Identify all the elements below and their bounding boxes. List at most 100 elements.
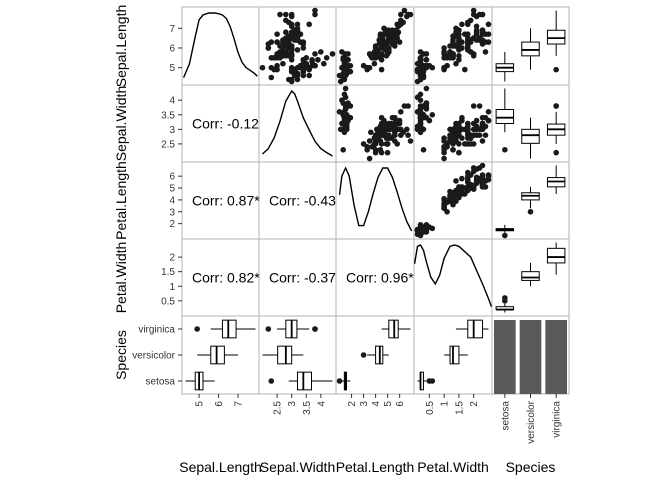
boxplot-outlier <box>553 66 559 73</box>
scatter-point <box>341 126 348 133</box>
scatter-point <box>342 106 349 112</box>
scatter-point <box>470 168 477 175</box>
scatter-point <box>479 114 486 121</box>
boxplot-h-versicolor-sepal-width <box>262 345 304 365</box>
bar-setosa <box>494 320 516 394</box>
density-curve-petal-length <box>338 166 413 232</box>
scatter-point <box>485 172 492 178</box>
scatter-point <box>392 138 398 144</box>
scatter-point <box>392 132 398 138</box>
boxplot-versicolor-sepal-length <box>521 28 540 70</box>
boxplot-versicolor-petal-length <box>521 186 540 215</box>
y-tick-label: 1 <box>169 282 175 293</box>
correlation-label: Corr: 0.96* <box>346 270 414 286</box>
column-label-sepal-width: Sepal.Width <box>260 459 335 475</box>
scatter-point <box>485 109 492 115</box>
scatter-point <box>288 68 295 75</box>
boxplot-setosa-sepal-width <box>495 88 515 153</box>
boxplot-box <box>521 41 540 57</box>
scatter-point <box>277 11 283 18</box>
correlation-label: Corr: -0.37 <box>269 270 336 286</box>
scatter-point <box>366 155 373 162</box>
boxplot-outlier <box>194 326 200 332</box>
scatter-point <box>441 51 447 57</box>
y-tick-label: 4 <box>169 96 175 107</box>
column-label-petal-width: Petal.Width <box>417 459 489 475</box>
scatter-point <box>473 117 480 124</box>
boxplot-setosa-petal-width <box>495 295 515 313</box>
scatter-point <box>265 45 272 51</box>
scatter-point <box>280 60 286 67</box>
boxplot-outlier <box>553 149 559 156</box>
scatter-point <box>318 49 324 55</box>
scatter-point <box>312 62 318 69</box>
scatter-point <box>459 114 465 121</box>
scatter-point <box>485 176 492 183</box>
scatter-point <box>364 147 371 153</box>
boxplot-box <box>546 29 566 45</box>
boxplot-outlier <box>265 326 272 332</box>
scatter-point <box>283 29 289 35</box>
scatter-point <box>386 135 392 141</box>
scatter-point <box>470 7 477 14</box>
boxplot-outlier <box>527 208 534 215</box>
scatter-point <box>444 209 450 215</box>
scatter-point <box>294 47 301 53</box>
scatter-point <box>341 117 348 124</box>
scatter-point <box>473 31 480 37</box>
density-curve-petal-width <box>413 244 493 307</box>
scatter-point <box>280 49 286 55</box>
x-tick-label: versicolor <box>526 400 537 443</box>
scatter-point <box>387 35 393 41</box>
scatter-point <box>485 31 492 37</box>
scatter-point <box>453 138 459 144</box>
scatter-point <box>394 21 401 28</box>
scatter-point <box>387 31 393 37</box>
x-tick-label: 7 <box>234 401 245 407</box>
scatter-point <box>465 126 471 133</box>
correlation-label: Corr: 0.82* <box>192 270 260 286</box>
scatter-point <box>288 47 295 53</box>
boxplot-h-virginica-sepal-width <box>265 319 318 339</box>
scatter-point <box>300 41 307 47</box>
y-tick-label: 2.5 <box>161 139 175 150</box>
column-label-species: Species <box>506 459 556 475</box>
x-tick-label: 3 <box>287 401 298 407</box>
scatter-point <box>441 155 447 162</box>
scatter-point <box>479 180 486 187</box>
scatter-point <box>288 76 295 83</box>
scatter-point <box>398 126 404 133</box>
scatter-point <box>479 162 486 169</box>
scatter-point <box>312 11 318 18</box>
scatter-point <box>384 149 391 156</box>
scatter-point <box>465 31 471 37</box>
scatter-point <box>420 51 427 57</box>
scatter-sepal-width-vs-petal-width <box>414 85 492 162</box>
scatter-point <box>378 66 385 73</box>
boxplot-virginica-petal-length <box>546 165 566 194</box>
scatter-point <box>456 31 462 37</box>
boxplot-virginica-petal-width <box>546 242 566 275</box>
scatter-point <box>360 62 367 69</box>
scatter-point <box>470 35 477 41</box>
scatter-point <box>312 7 318 14</box>
scatter-point <box>344 112 350 118</box>
scatter-sepal-length-vs-sepal-width <box>259 7 336 85</box>
scatter-point <box>407 138 414 144</box>
x-tick-label: 5 <box>195 401 206 407</box>
boxplot-box <box>297 371 312 391</box>
boxplot-box <box>449 345 460 365</box>
scatter-point <box>378 114 385 121</box>
y-tick-label: 7 <box>169 24 175 35</box>
y-tick-label: 3 <box>169 125 175 136</box>
scatter-point <box>274 62 280 69</box>
boxplot-h-setosa-sepal-width <box>268 371 333 391</box>
scatter-point <box>417 72 424 79</box>
scatter-point <box>417 228 424 234</box>
scatter-point <box>398 11 404 18</box>
y-tick-label: 3 <box>169 207 175 218</box>
scatter-point <box>473 23 480 30</box>
scatter-point <box>288 57 295 63</box>
panel-sepal-width-by-sepal-length <box>181 84 260 163</box>
scatter-point <box>398 17 404 24</box>
